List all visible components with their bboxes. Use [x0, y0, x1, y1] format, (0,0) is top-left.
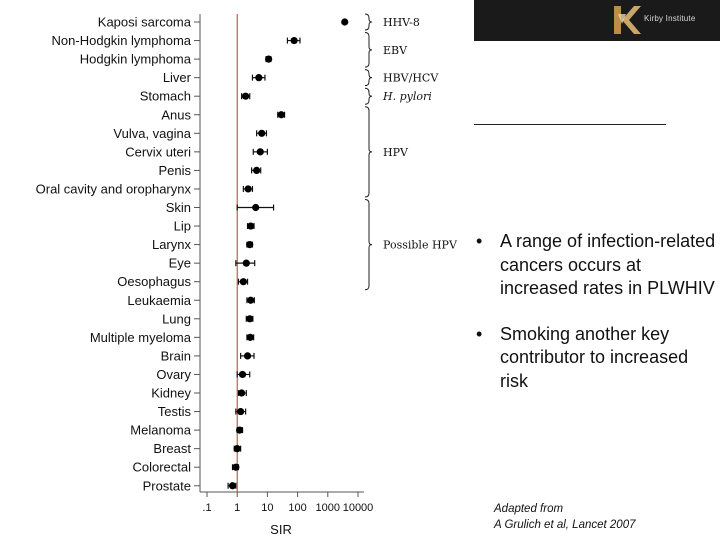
forest-plot: Kaposi sarcoma Non-Hodgkin lymphoma Hodgki… — [36, 13, 458, 537]
bullet-list: • A range of infection-related cancers o… — [470, 230, 718, 415]
group-brace — [364, 87, 373, 105]
x-tick-label: 100 — [288, 502, 306, 514]
sir-point — [265, 55, 273, 63]
sir-point — [235, 426, 244, 434]
sir-point — [238, 370, 247, 379]
sir-point — [290, 36, 298, 45]
category-label: Penis — [158, 163, 191, 178]
sir-point — [252, 203, 260, 212]
bullet-text: A range of infection-related cancers occ… — [500, 231, 716, 298]
sir-point — [243, 352, 252, 360]
sir-point — [341, 18, 349, 26]
category-label: Multiple myeloma — [90, 330, 192, 345]
logo-banner: Kirby Institute — [474, 0, 720, 41]
category-label: Testis — [158, 404, 192, 419]
category-label: Oesophagus — [117, 274, 191, 289]
category-label: Kidney — [151, 386, 191, 401]
citation: Adapted from A Grulich et al, Lancet 200… — [494, 501, 636, 533]
divider-line — [474, 124, 666, 125]
category-label: Ovary — [156, 367, 191, 382]
citation-line: Adapted from — [494, 503, 564, 515]
data-marks — [227, 18, 349, 490]
category-label: Brain — [161, 348, 191, 363]
kirby-k-logo-icon — [614, 6, 641, 34]
category-label: Eye — [169, 256, 191, 271]
sir-point — [242, 92, 250, 100]
category-label: Stomach — [140, 89, 191, 104]
category-label: Vulva, vagina — [113, 126, 191, 141]
group-brace — [364, 32, 373, 68]
x-tick-label: .1 — [202, 502, 211, 514]
sir-point — [238, 389, 246, 397]
x-tick-label: 10000 — [343, 502, 374, 514]
bullet-text: Smoking another key contributor to incre… — [500, 323, 689, 391]
sir-point — [256, 148, 264, 156]
group-label: H. pylori — [382, 90, 432, 103]
group-label: Possible HPV — [383, 239, 458, 252]
sir-point — [239, 278, 247, 286]
category-label: Lip — [174, 219, 191, 234]
bullet-marker: • — [476, 323, 483, 344]
bullet-marker: • — [476, 231, 483, 251]
sir-point — [246, 333, 254, 341]
group-braces: HHV-8 EBV HBV/HCV H. pylori HPV Possible HPV — [364, 13, 458, 291]
x-axis-title: SIR — [270, 522, 292, 537]
x-tick-label: 1 — [234, 502, 240, 514]
sir-point — [244, 185, 252, 193]
group-brace — [364, 69, 373, 87]
category-labels: Kaposi sarcoma Non-Hodgkin lymphoma Hodgki… — [36, 15, 200, 493]
category-label: Melanoma — [130, 423, 191, 438]
sir-point — [247, 296, 255, 304]
category-label: Kaposi sarcoma — [98, 15, 192, 30]
category-label: Colorectal — [132, 460, 191, 475]
category-label: Oral cavity and oropharynx — [36, 181, 192, 196]
group-label: EBV — [383, 44, 408, 57]
sir-point — [277, 111, 285, 119]
group-brace — [364, 13, 373, 31]
category-label: Cervix uteri — [125, 144, 191, 159]
category-label: Non-Hodgkin lymphoma — [52, 33, 192, 48]
x-ticks: .1 1 10 100 1000 10000 — [202, 492, 373, 514]
sir-point — [255, 74, 263, 82]
category-label: Leukaemia — [127, 293, 191, 308]
category-label: Liver — [163, 70, 192, 85]
group-label: HPV — [383, 146, 409, 159]
bullet-item: • Smoking another key contributor to inc… — [470, 323, 718, 394]
sir-point — [247, 222, 255, 230]
bullet-item: • A range of infection-related cancers o… — [470, 230, 718, 301]
sir-point — [228, 482, 237, 490]
group-label: HBV/HCV — [383, 72, 439, 85]
category-label: Prostate — [143, 478, 191, 493]
logo-text: Kirby Institute — [644, 14, 696, 23]
category-label: Anus — [161, 107, 191, 122]
plot-axes — [199, 14, 364, 493]
sir-point — [242, 259, 250, 267]
category-label: Skin — [166, 200, 191, 215]
group-label: HHV-8 — [383, 16, 420, 29]
group-brace — [364, 199, 373, 291]
category-label: Lung — [162, 311, 191, 326]
sir-point — [258, 129, 266, 137]
category-label: Breast — [153, 441, 191, 456]
x-tick-label: 10 — [261, 502, 273, 514]
category-label: Larynx — [152, 237, 192, 252]
x-tick-label: 1000 — [316, 502, 340, 514]
citation-line: A Grulich et al, Lancet 2007 — [494, 519, 636, 531]
group-brace — [364, 106, 373, 198]
sir-point — [246, 315, 254, 323]
sir-point — [237, 407, 245, 416]
sir-point — [232, 463, 240, 471]
sir-point — [253, 166, 261, 174]
category-label: Hodgkin lymphoma — [80, 52, 192, 67]
sir-point — [246, 241, 254, 249]
sir-point — [233, 445, 241, 453]
